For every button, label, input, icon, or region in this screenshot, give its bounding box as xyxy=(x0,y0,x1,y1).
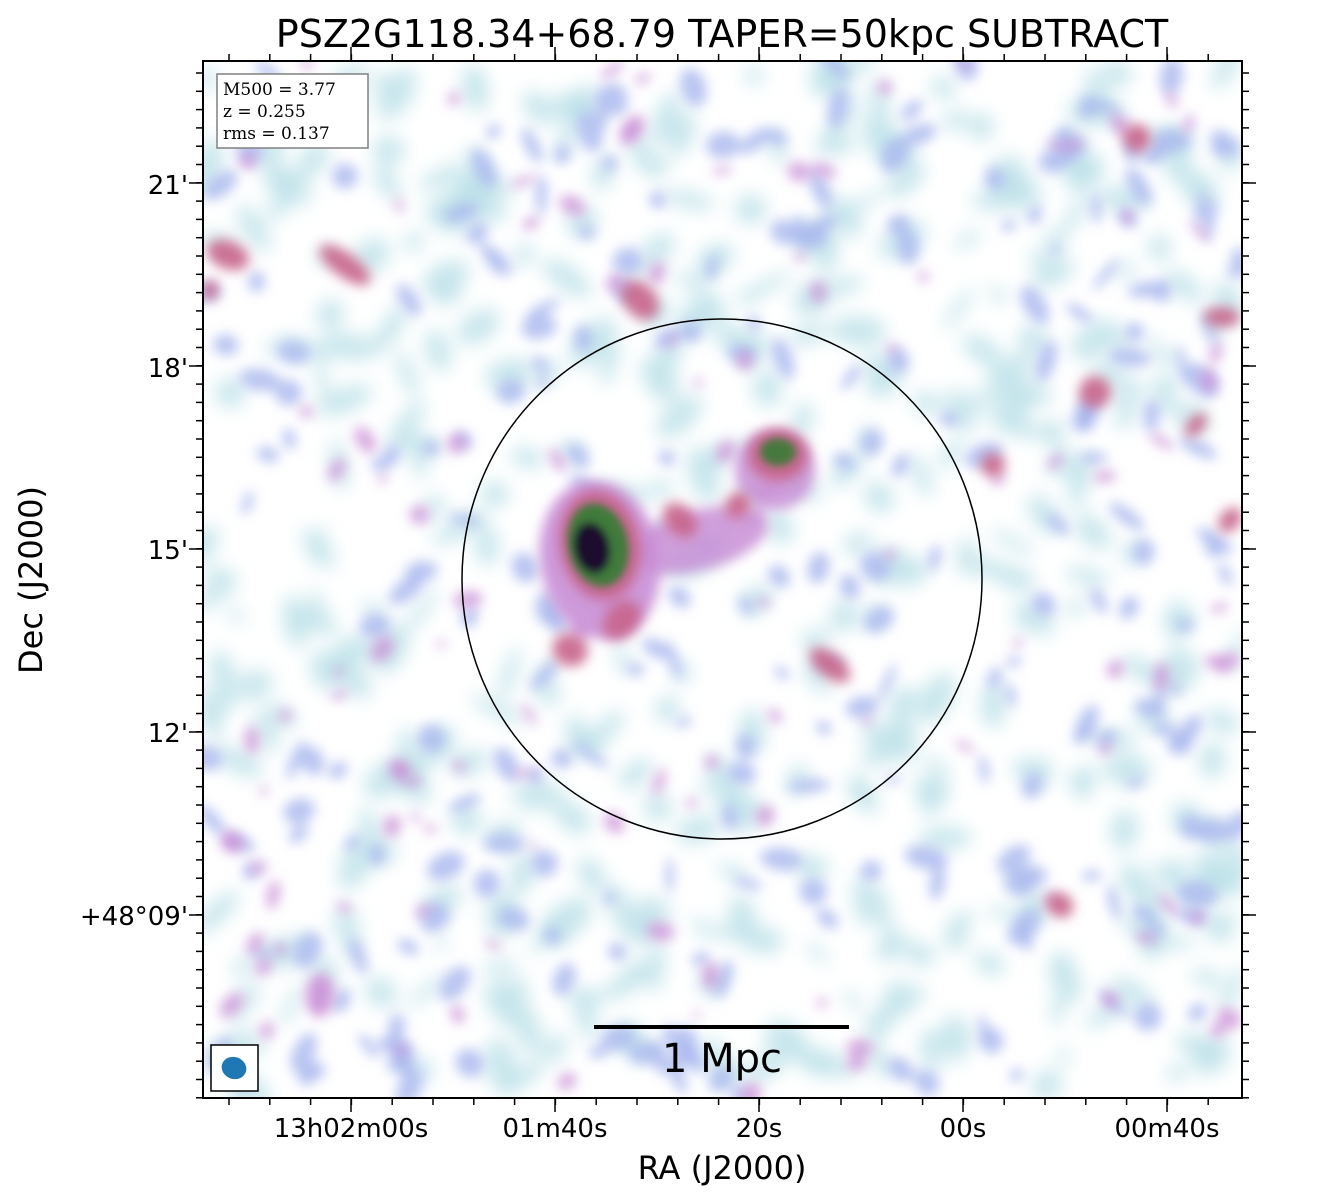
x-tick-label: 00s xyxy=(940,1114,987,1144)
plot-frame xyxy=(202,60,1243,1099)
y-tick-label: 12' xyxy=(148,719,188,749)
x-tick-label: 01m40s xyxy=(502,1114,607,1144)
info-m500: M500 = 3.77 xyxy=(223,80,336,100)
y-tick-label: +48°09' xyxy=(80,902,188,932)
x-tick-labels: 13h02m00s 01m40s 20s 00s 00m40s xyxy=(274,1114,1220,1144)
x-axis-label: RA (J2000) xyxy=(638,1149,807,1187)
info-rms: rms = 0.137 xyxy=(223,124,330,144)
x-tick-label: 00m40s xyxy=(1114,1114,1219,1144)
y-tick-label: 15' xyxy=(148,536,188,566)
y-tick-label: 21' xyxy=(148,171,188,201)
y-tick-label: 18' xyxy=(148,354,188,384)
info-redshift: z = 0.255 xyxy=(223,102,306,122)
figure-title: PSZ2G118.34+68.79 TAPER=50kpc SUBTRACT xyxy=(276,12,1169,56)
radio-image xyxy=(203,61,1242,1098)
beam-ellipse xyxy=(221,1056,247,1080)
beam-box xyxy=(210,1044,259,1092)
x-tick-label: 20s xyxy=(736,1114,783,1144)
scale-bar: 1 Mpc xyxy=(594,1025,849,1082)
info-box: M500 = 3.77 z = 0.255 rms = 0.137 xyxy=(216,73,369,149)
r500-circle xyxy=(461,318,983,840)
x-tick-label: 13h02m00s xyxy=(274,1114,429,1144)
y-tick-labels: 21' 18' 15' 12' +48°09' xyxy=(80,171,188,932)
axis-ticks xyxy=(189,47,1256,1112)
y-axis-label: Dec (J2000) xyxy=(12,486,50,674)
scale-bar-label: 1 Mpc xyxy=(662,1036,782,1082)
